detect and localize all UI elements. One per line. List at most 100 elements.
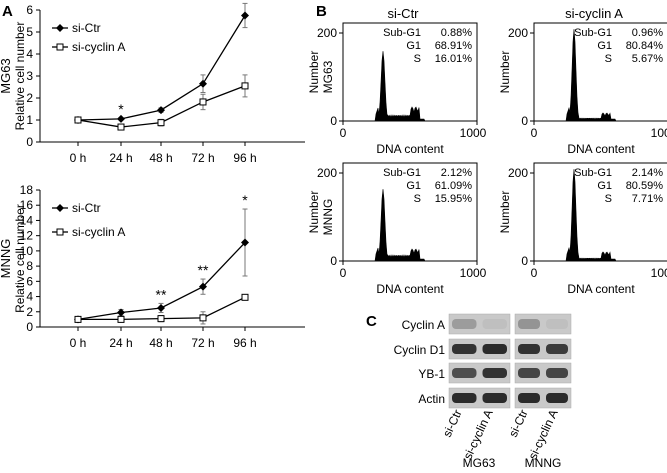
flow-panel-mnng-si-ctr: 200 00 1000 DNA content Number Sub-G1 2.12% G1 6…: [307, 162, 487, 296]
legend-marker: [56, 228, 64, 236]
x-axis-title: DNA content: [376, 282, 444, 296]
y-tick-label: 0: [521, 114, 528, 128]
dna-histogram: [343, 189, 477, 262]
x-axis-title: DNA content: [567, 142, 635, 156]
phase-label: Sub-G1: [574, 167, 612, 179]
phase-percent: 0.88%: [441, 27, 472, 39]
marker-si-cyclin-a: [74, 116, 82, 124]
x-tick-label: 0 h: [70, 336, 87, 350]
blot-row-label: YB-1: [418, 367, 445, 381]
flow-col-title-si-ctr: si-Ctr: [387, 6, 419, 21]
phase-label: G1: [406, 180, 421, 192]
blot-band: [482, 393, 507, 403]
phase-label: G1: [597, 40, 612, 52]
cell-line-label: MNNG: [0, 239, 13, 279]
y-tick-label: 200: [317, 166, 337, 180]
blot-band: [518, 368, 540, 378]
blot-cell-line-label: MG63: [463, 456, 496, 470]
blot-band: [546, 368, 568, 378]
y-axis-title: Number: [307, 51, 321, 94]
y-tick-label: 0: [26, 135, 33, 149]
blot-band: [482, 319, 507, 329]
y-tick-label: 10: [20, 244, 34, 258]
phase-label: G1: [406, 40, 421, 52]
y-tick-label: 1: [26, 113, 33, 127]
marker-si-cyclin-a: [199, 98, 207, 106]
flow-panel-mg63-si-ctr: 200 00 1000 DNA content Number Sub-G1 0.88% G1 6…: [307, 22, 487, 156]
phase-label: Sub-G1: [383, 167, 421, 179]
dna-histogram: [343, 51, 477, 122]
phase-label: S: [414, 53, 421, 65]
marker-si-ctr: [157, 106, 165, 115]
phase-percent: 2.12%: [441, 167, 472, 179]
marker-si-ctr: [241, 11, 249, 20]
blot-band: [452, 319, 477, 329]
flow-col-title-si-cyclin-a: si-cyclin A: [565, 6, 623, 21]
x-tick-label: 96 h: [233, 151, 256, 165]
blot-band: [546, 344, 568, 354]
blot-band: [482, 344, 507, 354]
phase-label: Sub-G1: [574, 27, 612, 39]
blot-band: [546, 393, 568, 403]
y-tick-label: 200: [508, 26, 528, 40]
phase-percent: 80.84%: [626, 40, 664, 52]
panel-label-a: A: [2, 3, 13, 20]
marker-si-cyclin-a: [241, 293, 249, 301]
y-tick-label: 4: [26, 47, 33, 61]
y-tick-label: 8: [26, 259, 33, 273]
legend-label: si-cyclin A: [72, 40, 125, 54]
phase-label: S: [414, 193, 421, 205]
y-tick-label: 14: [20, 213, 34, 227]
flow-row-label-mg63: MG63: [321, 60, 335, 93]
legend-marker: [56, 24, 64, 32]
y-tick-label: 2: [26, 305, 33, 319]
significance-mark: *: [118, 101, 124, 117]
significance-mark: *: [242, 192, 248, 208]
marker-si-cyclin-a: [157, 119, 165, 127]
marker-si-cyclin-a: [117, 315, 125, 323]
blot-band: [452, 368, 477, 378]
x-tick-label: 1000: [460, 266, 487, 280]
marker-si-ctr: [199, 282, 207, 291]
marker-si-cyclin-a: [157, 315, 165, 323]
x-tick-label: 96 h: [233, 336, 256, 350]
line-chart-mg63: 0 1 2 3 4 5 6 0 h 24 h 48 h 72 h 96 h Relative cell …: [0, 0, 305, 165]
y-axis-title: Number: [498, 191, 512, 234]
phase-label: Sub-G1: [383, 27, 421, 39]
blot-lane-label: si-cyclin A: [525, 407, 560, 461]
blot-row-label: Actin: [418, 392, 445, 406]
phase-label: S: [605, 193, 612, 205]
y-tick-label: 6: [26, 274, 33, 288]
marker-si-cyclin-a: [74, 315, 82, 323]
phase-label: G1: [597, 180, 612, 192]
blot-band: [546, 319, 568, 329]
marker-si-cyclin-a: [241, 82, 249, 90]
y-tick-label: 18: [20, 183, 34, 197]
dna-histogram: [534, 29, 667, 122]
phase-percent: 2.14%: [632, 167, 663, 179]
phase-percent: 5.67%: [632, 53, 663, 65]
x-axis-title: DNA content: [376, 142, 444, 156]
y-tick-label: 12: [20, 229, 34, 243]
y-tick-label: 6: [26, 3, 33, 17]
y-tick-label: 3: [26, 69, 33, 83]
y-tick-label: 0: [26, 320, 33, 334]
phase-percent: 0.96%: [632, 27, 663, 39]
y-tick-label: 4: [26, 290, 33, 304]
flow-panel-mnng-si-cyclin-a: 200 00 1000 DNA content Number Sub-G1 2.14% G1 8…: [498, 162, 667, 296]
x-tick-label: 1000: [651, 266, 667, 280]
marker-si-ctr: [157, 303, 165, 312]
blot-row-label: Cyclin A: [402, 318, 445, 332]
x-tick-label: 48 h: [149, 336, 172, 350]
series-line: [77, 15, 246, 121]
blot-band: [482, 368, 507, 378]
blot-band: [452, 393, 477, 403]
y-axis-title: Relative cell number: [13, 204, 27, 313]
x-tick-label: 0 h: [70, 151, 87, 165]
y-axis-title: Number: [307, 191, 321, 234]
panel-label-c: C: [366, 313, 377, 330]
y-tick-label: 0: [330, 254, 337, 268]
